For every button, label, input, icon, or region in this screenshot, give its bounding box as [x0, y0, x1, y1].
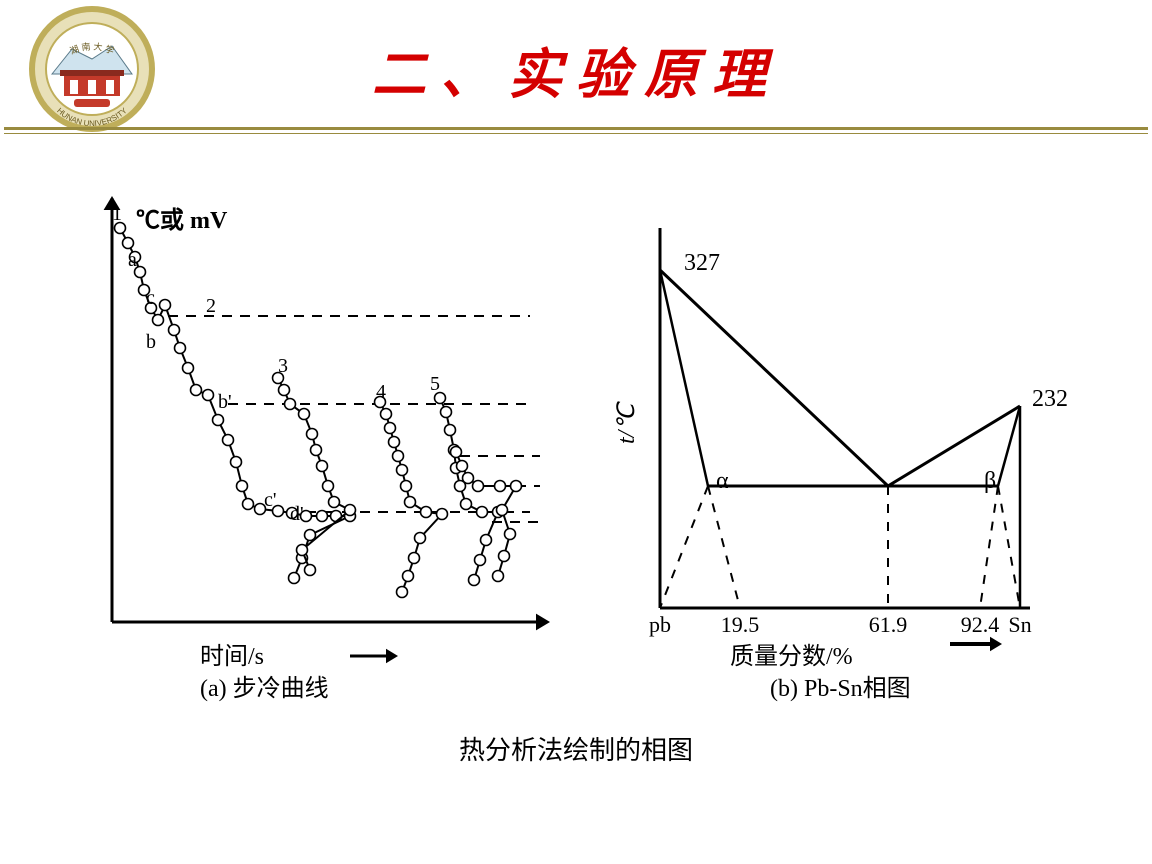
slide-title: 二、实验原理 — [0, 30, 1152, 109]
svg-text:Sn: Sn — [1008, 612, 1031, 637]
svg-text:327: 327 — [684, 250, 720, 276]
svg-text:61.9: 61.9 — [869, 612, 908, 637]
svg-text:pb: pb — [649, 612, 671, 637]
svg-text:b: b — [146, 331, 156, 353]
svg-text:2: 2 — [206, 295, 216, 317]
svg-text:c': c' — [264, 489, 276, 511]
svg-text:β: β — [984, 468, 996, 494]
svg-text:3: 3 — [278, 355, 288, 377]
svg-text:b': b' — [218, 391, 232, 413]
panel-b-caption: (b) Pb-Sn相图 — [770, 668, 911, 703]
svg-text:1: 1 — [112, 203, 122, 225]
svg-text:c: c — [146, 287, 155, 309]
rule-top-inner — [4, 133, 1148, 134]
figure-main-caption: 热分析法绘制的相图 — [50, 730, 1102, 767]
panel-a-y-label: ℃或 mV — [136, 200, 227, 235]
rule-top — [4, 127, 1148, 130]
figure-area: 1 acb 2 b' 3 4 5 c' d' ℃或 mV 时间/s (a) 步冷曲线 pb 19.… — [50, 190, 1102, 790]
panel-b-phase-diagram: pb 19.5 61.9 92.4 Sn 327 232 α β — [620, 208, 1090, 678]
panel-a-cooling-curves: 1 acb 2 b' 3 4 5 c' d' — [50, 190, 570, 670]
svg-text:α: α — [716, 468, 729, 494]
svg-text:92.4: 92.4 — [961, 612, 1000, 637]
panel-b-x-label: 质量分数/% — [730, 636, 853, 671]
panel-b-y-label: t/℃ — [612, 404, 641, 444]
panel-a-caption: (a) 步冷曲线 — [200, 668, 329, 703]
svg-text:4: 4 — [376, 381, 386, 403]
svg-text:19.5: 19.5 — [721, 612, 760, 637]
svg-text:232: 232 — [1032, 386, 1068, 412]
svg-text:d': d' — [290, 503, 304, 525]
svg-text:5: 5 — [430, 373, 440, 395]
panel-a-x-label: 时间/s — [200, 636, 264, 671]
svg-text:a: a — [128, 249, 137, 271]
